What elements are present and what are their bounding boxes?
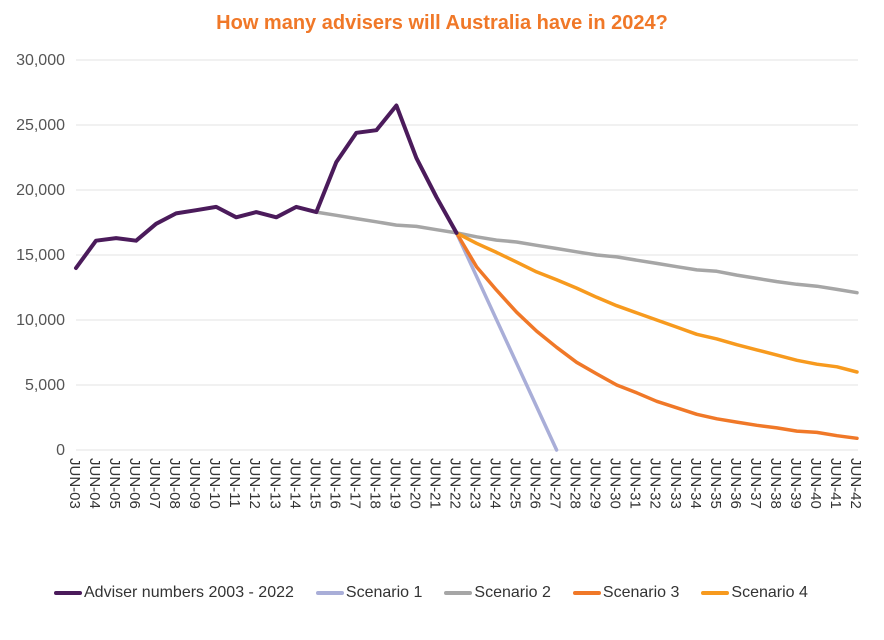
series-line-scenario-1 (454, 231, 559, 452)
x-tick-label: JUN-11 (226, 458, 243, 508)
legend-label: Adviser numbers 2003 - 2022 (84, 584, 294, 601)
x-tick-label: JUN-05 (106, 458, 123, 509)
x-tick-label: JUN-21 (426, 458, 443, 509)
y-tick-label: 20,000 (16, 182, 65, 199)
x-tick-label: JUN-38 (767, 458, 784, 509)
series-line-scenario-2 (314, 210, 859, 295)
chart-title: How many advisers will Australia have in… (216, 12, 668, 34)
x-tick-label: JUN-07 (146, 458, 163, 509)
x-tick-label: JUN-30 (607, 458, 624, 509)
x-tick-label: JUN-40 (807, 458, 824, 509)
x-tick-label: JUN-25 (507, 458, 524, 509)
y-tick-label: 15,000 (16, 247, 65, 264)
legend-item: Scenario 4 (701, 584, 808, 602)
x-tick-label: JUN-08 (166, 458, 183, 509)
x-tick-label: JUN-18 (366, 458, 383, 509)
x-tick-label: JUN-24 (487, 458, 504, 509)
x-tick-label: JUN-36 (727, 458, 744, 509)
x-tick-label: JUN-13 (266, 458, 283, 509)
x-tick-label: JUN-17 (346, 458, 363, 509)
x-tick-label: JUN-29 (587, 458, 604, 509)
y-tick-label: 0 (56, 442, 65, 459)
x-tick-label: JUN-22 (446, 458, 463, 509)
x-tick-label: JUN-42 (847, 458, 864, 509)
legend-swatch (572, 591, 601, 595)
series-line-scenario-4 (454, 231, 859, 374)
legend-swatch (701, 591, 730, 595)
series-line-adviser-numbers (74, 103, 459, 270)
x-tick-label: JUN-41 (827, 458, 844, 509)
x-tick-label: JUN-27 (547, 458, 564, 509)
legend-item: Scenario 1 (315, 584, 423, 602)
y-tick-label: 10,000 (16, 312, 65, 329)
legend-item: Scenario 3 (572, 584, 680, 602)
legend-label: Scenario 4 (731, 584, 808, 601)
x-tick-label: JUN-37 (747, 458, 764, 509)
line-chart: 0 5,000 10,000 15,000 20,000 25,000 30,000 JUN-… (16, 52, 864, 509)
y-tick-label: 5,000 (25, 377, 65, 394)
x-tick-label: JUN-06 (126, 458, 143, 509)
legend-swatch (54, 591, 82, 595)
x-tick-label: JUN-39 (787, 458, 804, 509)
x-tick-label: JUN-28 (567, 458, 584, 509)
x-tick-label: JUN-14 (286, 458, 303, 509)
legend-item: Scenario 2 (444, 584, 551, 602)
legend: Adviser numbers 2003 - 2022 Scenario 1 Sce… (54, 584, 808, 602)
x-tick-label: JUN-26 (527, 458, 544, 509)
legend-swatch (315, 591, 344, 595)
x-tick-label: JUN-12 (246, 458, 263, 509)
x-tick-label: JUN-33 (667, 458, 684, 509)
x-tick-label: JUN-04 (86, 458, 103, 509)
y-tick-label: 30,000 (16, 52, 65, 69)
y-tick-label: 25,000 (16, 117, 65, 134)
legend-label: Scenario 1 (345, 584, 423, 601)
x-tick-label: JUN-31 (627, 458, 644, 509)
legend-label: Scenario 3 (602, 584, 680, 601)
x-tick-label: JUN-35 (707, 458, 724, 509)
x-tick-label: JUN-19 (386, 458, 403, 509)
x-tick-label: JUN-23 (467, 458, 484, 509)
legend-label: Scenario 2 (474, 584, 551, 601)
x-tick-label: JUN-20 (406, 458, 423, 509)
x-tick-label: JUN-03 (66, 458, 83, 509)
x-tick-label: JUN-34 (687, 458, 704, 509)
x-tick-label: JUN-32 (647, 458, 664, 509)
x-tick-label: JUN-15 (306, 458, 323, 509)
x-tick-label: JUN-10 (206, 458, 223, 509)
x-tick-label: JUN-16 (326, 458, 343, 509)
legend-item: Adviser numbers 2003 - 2022 (54, 584, 294, 602)
legend-swatch (444, 591, 473, 595)
x-tick-label: JUN-09 (186, 458, 203, 509)
